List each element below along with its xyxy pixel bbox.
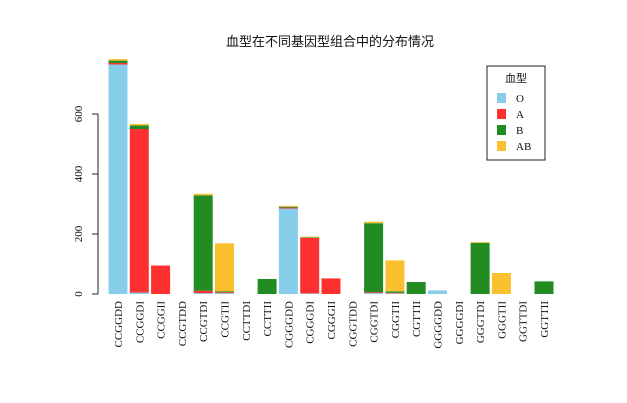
bar-CGGGDI-B — [300, 237, 320, 238]
bar-CGGGDI-A — [300, 237, 320, 294]
legend-swatch-A — [497, 109, 506, 119]
bar-CCGGDD-AB — [108, 59, 128, 61]
legend-label-AB: AB — [516, 141, 531, 153]
bar-CGGGDD-O — [278, 208, 298, 294]
bar-CGGTDI-AB — [364, 221, 384, 224]
x-tick-label: CGGGDI — [305, 301, 317, 344]
legend-swatch-O — [497, 93, 506, 103]
bar-GGGGDD-O — [428, 290, 447, 294]
bar-CCGTII-O — [215, 293, 234, 294]
bar-CCGGDD-B — [108, 60, 128, 63]
y-tick-label: 600 — [73, 105, 85, 122]
bar-GGGTDI-B — [470, 243, 490, 294]
bar-CGTTII-B — [406, 282, 426, 294]
bar-CCGGDI-B — [129, 125, 149, 129]
x-tick-label: CCTTII — [262, 301, 274, 337]
x-tick-label: CCGTII — [220, 301, 232, 338]
x-tick-label: GGGTDI — [475, 301, 487, 343]
bar-CCGGDI-A — [129, 129, 149, 293]
bar-CGGGDI-O — [300, 293, 320, 294]
bar-CCGTDI-B — [193, 195, 213, 291]
bar-CGGTDI-B — [364, 223, 384, 293]
bar-CGGGII-A — [321, 278, 341, 294]
x-tick-label: GGGTII — [496, 301, 508, 339]
y-tick-label: 0 — [73, 291, 85, 297]
bar-CGGTII-B — [385, 291, 405, 293]
bar-CGGGDD-AB — [278, 205, 298, 207]
bar-CCGGDD-O — [108, 64, 128, 294]
bar-CGGTII-O — [385, 293, 405, 294]
bar-CCGGII-A — [151, 265, 171, 294]
bar-CCTTII-B — [257, 279, 277, 294]
bar-CGGTII-AB — [385, 260, 405, 292]
bar-CGGGDI-AB — [300, 236, 320, 238]
y-tick-label: 200 — [73, 225, 85, 242]
bars-group — [108, 59, 554, 294]
x-tick-label: CGTTII — [411, 301, 423, 337]
bar-CCGTDI-O — [193, 293, 213, 294]
x-tick-label: CGGTII — [390, 301, 402, 339]
legend-box — [486, 65, 546, 161]
bar-CGGGDD-A — [278, 207, 298, 209]
x-tick-label: CCGGDD — [113, 301, 125, 348]
bar-CGGTII-A — [385, 292, 405, 294]
x-tick-label: CGGGII — [326, 301, 338, 340]
x-tick-label: CCGTDD — [177, 301, 189, 346]
x-tick-labels: CCGGDD CCGGDI CCGGII CCGTDD CCGTDI CCGTII CCTT… — [113, 301, 551, 349]
bar-CCGGDD-A — [108, 63, 128, 65]
x-tick-label: CCGGII — [156, 301, 168, 339]
bar-CCGTDI-A — [193, 290, 213, 294]
x-tick-label: CCTTDI — [241, 301, 253, 341]
bar-CCGTII-AB — [215, 243, 234, 292]
bar-GGTTII-B — [534, 281, 554, 294]
legend-title: 血型 — [505, 71, 527, 85]
bar-CGGTDI-A — [364, 292, 384, 294]
legend-swatch-B — [497, 125, 506, 135]
bar-CGGGDD-B — [278, 206, 298, 208]
x-tick-label: GGGGDD — [433, 301, 445, 349]
legend-label-O: O — [516, 93, 524, 105]
bar-CCGTII-A — [215, 292, 234, 294]
x-tick-label: CCGTDI — [198, 301, 210, 342]
x-tick-label: GGTTDI — [518, 301, 530, 342]
legend-swatch-AB — [497, 141, 506, 151]
bar-GGGTDI-AB — [470, 242, 490, 243]
x-tick-label: GGTTII — [539, 301, 551, 338]
y-tick-label: 400 — [73, 165, 85, 182]
bar-GGGTII-AB — [491, 273, 511, 294]
x-tick-label: CCGGDI — [134, 301, 146, 344]
legend-label-A: A — [516, 109, 524, 121]
bar-CCGTII-B — [215, 291, 234, 293]
x-tick-label: GGGGDI — [454, 301, 466, 345]
x-tick-label: CGGGDD — [283, 301, 295, 348]
chart-title: 血型在不同基因型组合中的分布情况 — [226, 34, 434, 50]
bar-CCGGDI-O — [129, 292, 149, 294]
x-tick-label: CGGTDD — [347, 301, 359, 347]
y-axis: 0 200 400 600 — [73, 105, 99, 297]
legend-label-B: B — [516, 125, 523, 137]
x-tick-label: CGGTDI — [369, 301, 381, 343]
bar-CCGTDI-AB — [193, 193, 213, 196]
bar-CCGGDI-AB — [129, 123, 149, 126]
bar-CGGTDI-O — [364, 293, 384, 294]
